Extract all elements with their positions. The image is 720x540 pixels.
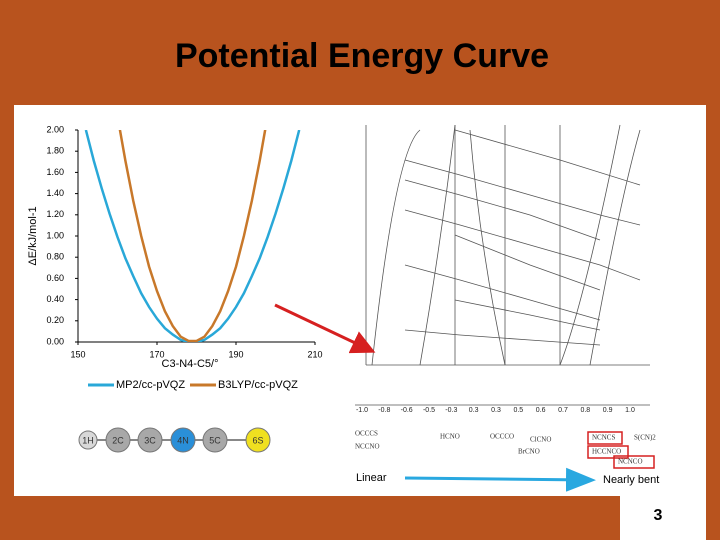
atom: [170, 427, 196, 453]
atom-label: 5C: [209, 435, 221, 445]
legend-label: B3LYP/cc-pVQZ: [218, 379, 298, 391]
atom-label: 1H: [82, 435, 94, 445]
y-tick-label: 0.80: [46, 252, 64, 262]
pointer-arrow: [274, 303, 376, 354]
header-band: [0, 0, 720, 105]
trend-arrow: [404, 467, 596, 492]
molecule-label: NCNCS: [592, 434, 615, 442]
series-line: [84, 130, 301, 342]
molecule-label: OCCCO: [490, 433, 514, 441]
atom-label: 6S: [252, 435, 263, 445]
scale-label: 0.6: [536, 407, 546, 414]
molecule-label: NCNCO: [618, 458, 643, 466]
y-tick-label: 1.40: [46, 188, 64, 198]
footer-band: [0, 496, 720, 540]
trend-start-label: Linear: [356, 472, 387, 484]
scale-label: 0.9: [603, 407, 613, 414]
y-tick-label: 1.00: [46, 230, 64, 240]
scale-label: -0.6: [401, 407, 413, 414]
atom: [137, 427, 163, 453]
scale-label: -0.8: [378, 407, 390, 414]
scale-label: -0.3: [445, 407, 457, 414]
y-tick-label: 0.40: [46, 294, 64, 304]
y-tick-label: 2.00: [46, 124, 64, 134]
x-axis-label: C3-N4-C5/°: [162, 358, 219, 370]
left-border: [0, 105, 14, 540]
trend-end-label: Nearly bent: [603, 474, 659, 486]
scale-label: -1.0: [356, 407, 368, 414]
right-border: [706, 105, 720, 540]
y-tick-label: 0.00: [46, 336, 64, 346]
x-tick-label: 170: [149, 349, 164, 359]
legend-label: MP2/cc-pVQZ: [116, 379, 185, 391]
molecule-label: NCCNO: [355, 443, 380, 451]
y-tick-label: 1.80: [46, 146, 64, 156]
x-tick-label: 150: [70, 349, 85, 359]
scale-label: 0.5: [513, 407, 523, 414]
scale-label: 0.7: [558, 407, 568, 414]
highlight-boxes: [587, 431, 655, 469]
scale-label: 0.8: [580, 407, 590, 414]
scale-label: -0.5: [423, 407, 435, 414]
y-tick-label: 0.20: [46, 315, 64, 325]
y-tick-label: 1.20: [46, 209, 64, 219]
page-number: 3: [654, 507, 663, 524]
atom-label: 4N: [177, 435, 189, 445]
scale-label: 0.3: [491, 407, 501, 414]
molecule-label: ClCNO: [530, 436, 551, 444]
slide-title: Potential Energy Curve: [175, 37, 549, 75]
correlation-diagram: [355, 124, 650, 406]
atom: [105, 427, 131, 453]
series-line: [118, 130, 267, 342]
atom: [245, 427, 271, 453]
y-axis-label: ΔE/kJ/mol-1: [27, 206, 39, 265]
scale-label: 1.0: [625, 407, 635, 414]
molecule-label: BrCNO: [518, 448, 540, 456]
molecule-label: HCNO: [440, 433, 460, 441]
atom: [202, 427, 228, 453]
molecule-label: HCCNCO: [592, 448, 621, 456]
x-tick-label: 190: [228, 349, 243, 359]
atom-label: 3C: [144, 435, 156, 445]
y-tick-label: 1.60: [46, 167, 64, 177]
x-tick-label: 210: [307, 349, 322, 359]
plot-area: [84, 130, 301, 342]
page-number-box: [620, 496, 706, 540]
atom-label: 2C: [112, 435, 124, 445]
molecule-label: OCCCS: [355, 430, 378, 438]
scale-label: 0.3: [469, 407, 479, 414]
y-tick-label: 0.60: [46, 273, 64, 283]
atom: [78, 430, 98, 450]
molecule-label: S(CN)2: [634, 434, 656, 442]
